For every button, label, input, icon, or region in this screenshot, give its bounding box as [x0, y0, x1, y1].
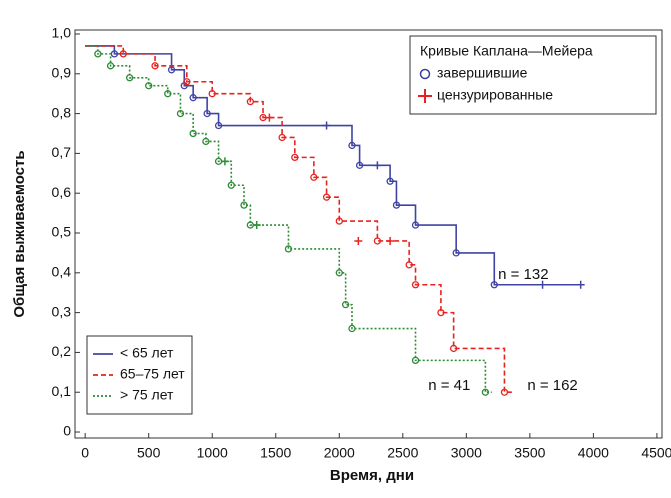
x-tick-label: 2500	[387, 445, 418, 461]
event-marker	[437, 308, 445, 317]
y-tick-label: 0,1	[52, 383, 72, 399]
survival-curve	[85, 45, 581, 286]
x-tick-label: 4000	[578, 445, 609, 461]
x-tick-label: 2000	[324, 445, 355, 461]
censored-marker	[322, 121, 331, 130]
event-marker	[119, 50, 127, 58]
event-marker	[176, 109, 185, 118]
x-axis-label: Время, дни	[330, 467, 414, 484]
legend-censored-label: цензурированные	[437, 87, 553, 103]
event-marker	[278, 133, 286, 142]
y-tick-label: 0,9	[52, 64, 72, 80]
event-marker	[94, 50, 102, 58]
event-marker	[227, 181, 235, 189]
event-marker	[392, 201, 401, 209]
event-marker	[151, 62, 159, 70]
event-marker	[246, 97, 254, 106]
event-marker	[202, 137, 210, 146]
annotation: n = 162	[527, 377, 577, 394]
x-tick-label: 4500	[641, 445, 671, 461]
event-marker	[411, 356, 420, 365]
marker-legend-box	[409, 35, 657, 115]
event-marker	[145, 82, 153, 90]
event-marker	[189, 129, 197, 138]
event-marker	[348, 324, 356, 333]
event-marker	[322, 193, 331, 201]
y-tick-label: 0,8	[52, 104, 72, 120]
censored-marker	[386, 236, 395, 245]
event-marker	[203, 109, 211, 118]
y-tick-label: 0,5	[52, 224, 72, 240]
y-tick-label: 0,3	[52, 303, 72, 319]
x-tick-label: 1500	[260, 445, 291, 461]
legend-event-symbol	[419, 68, 431, 80]
event-marker	[284, 245, 293, 253]
event-marker	[125, 74, 134, 82]
event-marker	[240, 201, 248, 209]
censored-marker	[265, 113, 274, 122]
y-tick-label: 0,6	[52, 184, 72, 200]
event-marker	[449, 344, 458, 353]
event-marker	[373, 237, 382, 245]
event-marker	[500, 388, 509, 396]
annotation: n = 41	[428, 377, 470, 394]
x-tick-label: 3500	[514, 445, 545, 461]
x-tick-label: 1000	[197, 445, 228, 461]
y-tick-label: 0,2	[52, 343, 72, 359]
y-tick-label: 0,7	[52, 144, 72, 160]
annotation: n = 132	[498, 266, 548, 283]
censored-marker	[252, 221, 261, 230]
event-marker	[490, 281, 498, 289]
event-marker	[348, 141, 356, 150]
event-marker	[481, 388, 490, 396]
event-marker	[405, 261, 413, 269]
event-marker	[208, 90, 216, 98]
event-marker	[310, 173, 318, 181]
y-tick-label: 0,4	[52, 264, 72, 280]
event-marker	[291, 153, 299, 162]
event-marker	[189, 94, 197, 102]
event-marker	[452, 249, 460, 257]
event-marker	[167, 66, 176, 74]
survival-curve	[85, 45, 492, 394]
legend-label: > 75 лет	[120, 387, 174, 403]
x-tick-label: 3000	[451, 445, 482, 461]
event-marker	[355, 161, 364, 169]
x-tick-label: 500	[137, 445, 161, 461]
marker-legend-title: Кривые Каплана—Мейера	[420, 43, 593, 59]
legend-label: < 65 лет	[120, 345, 174, 361]
event-marker	[335, 269, 343, 277]
event-marker	[214, 121, 223, 130]
y-tick-label: 1,0	[52, 25, 72, 41]
event-marker	[386, 177, 394, 185]
censored-marker	[373, 161, 382, 170]
legend-censored-symbol	[418, 89, 432, 103]
censored-marker	[538, 280, 547, 289]
legend-event-label: завершившие	[437, 65, 528, 81]
event-marker	[106, 62, 115, 70]
event-marker	[411, 221, 420, 229]
censored-marker	[220, 157, 229, 166]
censored-marker	[576, 280, 585, 289]
y-axis-label: Общая выживаемость	[11, 150, 28, 317]
event-marker	[183, 78, 191, 86]
event-marker	[341, 301, 350, 309]
plot-frame	[74, 29, 663, 439]
event-marker	[411, 281, 420, 289]
event-marker	[164, 90, 172, 98]
censored-marker	[354, 236, 363, 245]
x-tick-label: 0	[81, 445, 89, 461]
event-marker	[110, 50, 119, 58]
legend-label: 65–75 лет	[120, 366, 185, 382]
y-tick-label: 0	[63, 423, 71, 439]
event-marker	[335, 217, 343, 225]
